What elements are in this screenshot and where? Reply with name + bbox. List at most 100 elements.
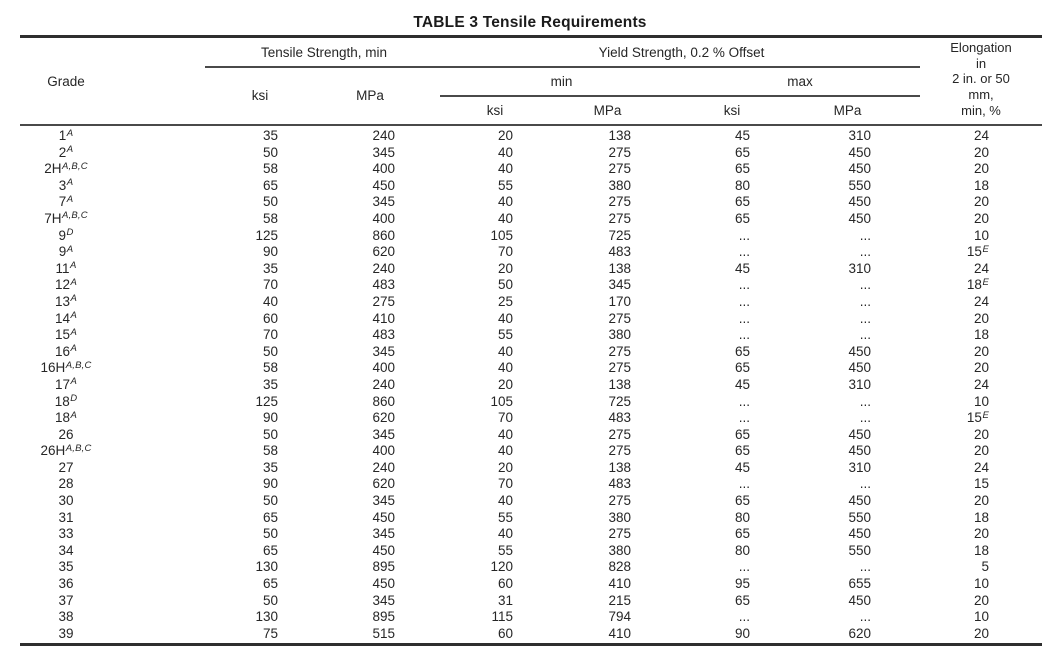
cell-yield-max-ksi: 65 bbox=[734, 592, 750, 608]
cell-yield-max-ksi: ... bbox=[738, 476, 750, 492]
cell-grade: 38 bbox=[58, 609, 74, 625]
yield-strength-group-header: Yield Strength, 0.2 % Offset bbox=[598, 45, 765, 60]
cell-elongation: 20 bbox=[973, 493, 989, 509]
cell-tensile-mpa: 450 bbox=[372, 509, 395, 525]
cell-yield-max-ksi: 45 bbox=[734, 376, 750, 392]
cell-yield-min-ksi: 20 bbox=[497, 376, 513, 392]
grade-footnote-superscript: A bbox=[70, 343, 78, 355]
cell-tensile-ksi: 60 bbox=[262, 310, 278, 326]
cell-tensile-ksi: 35 bbox=[262, 128, 278, 143]
elongation-header-line: 2 in. or 50 bbox=[952, 71, 1010, 87]
cell-tensile-mpa: 410 bbox=[372, 310, 395, 326]
cell-tensile-ksi: 65 bbox=[262, 576, 278, 592]
cell-grade: 34 bbox=[58, 542, 74, 558]
cell-grade: 33 bbox=[58, 526, 74, 542]
cell-yield-min-ksi: 40 bbox=[497, 194, 513, 210]
cell-tensile-mpa: 620 bbox=[372, 410, 395, 426]
cell-elongation: 10 bbox=[973, 576, 989, 592]
elongation-column-header: Elongation in 2 in. or 50 mm, min, % bbox=[916, 40, 1046, 119]
cell-elongation: 20 bbox=[973, 310, 989, 326]
cell-tensile-mpa: 895 bbox=[372, 559, 395, 575]
cell-yield-min-ksi: 31 bbox=[497, 592, 513, 608]
cell-yield-min-mpa: 275 bbox=[608, 526, 631, 542]
cell-tensile-ksi: 90 bbox=[262, 244, 278, 260]
top-rule bbox=[20, 35, 1042, 38]
cell-tensile-mpa: 240 bbox=[372, 128, 395, 143]
cell-yield-max-mpa: 450 bbox=[848, 443, 871, 459]
cell-tensile-mpa: 275 bbox=[372, 293, 395, 309]
cell-yield-max-mpa: ... bbox=[859, 609, 871, 625]
cell-yield-min-ksi: 40 bbox=[497, 343, 513, 359]
cell-grade: 26HA,B,C bbox=[40, 442, 92, 459]
table-title: TABLE 3 Tensile Requirements bbox=[413, 14, 647, 31]
cell-yield-max-ksi: ... bbox=[738, 293, 750, 309]
cell-elongation: 20 bbox=[973, 360, 989, 376]
cell-tensile-ksi: 50 bbox=[262, 426, 278, 442]
cell-tensile-mpa: 400 bbox=[372, 161, 395, 177]
cell-grade: 31 bbox=[58, 509, 74, 525]
cell-tensile-ksi: 130 bbox=[255, 559, 278, 575]
grade-footnote-superscript: A bbox=[70, 409, 78, 421]
table-row: 31 65 450 55 380 80 550 18 bbox=[0, 510, 1060, 527]
grade-footnote-superscript: A bbox=[69, 260, 77, 272]
cell-yield-max-ksi: 65 bbox=[734, 360, 750, 376]
cell-elongation: 18 bbox=[973, 177, 989, 193]
cell-yield-max-mpa: 450 bbox=[848, 144, 871, 160]
table-row: 16A 50 345 40 275 65 450 20 bbox=[0, 343, 1060, 361]
cell-yield-max-ksi: 45 bbox=[734, 260, 750, 276]
header-bottom-rule bbox=[20, 124, 1042, 126]
cell-tensile-ksi: 65 bbox=[262, 509, 278, 525]
cell-yield-max-mpa: 620 bbox=[848, 625, 871, 641]
cell-tensile-ksi: 70 bbox=[262, 327, 278, 343]
grade-footnote-superscript: A bbox=[70, 293, 78, 305]
cell-yield-min-ksi: 70 bbox=[497, 410, 513, 426]
grade-footnote-superscript: A bbox=[66, 127, 74, 139]
table-row: 28 90 620 70 483...... 15 bbox=[0, 476, 1060, 493]
cell-yield-max-mpa: 450 bbox=[848, 426, 871, 442]
table-row: 2HA,B,C 58 400 40 275 65 450 20 bbox=[0, 161, 1060, 178]
cell-grade: 16A bbox=[54, 343, 78, 359]
cell-yield-min-ksi: 105 bbox=[490, 227, 513, 243]
cell-yield-min-mpa: 138 bbox=[608, 128, 631, 143]
elongation-header-line: min, % bbox=[961, 102, 1001, 118]
cell-yield-max-ksi: 65 bbox=[734, 526, 750, 542]
cell-yield-max-ksi: ... bbox=[738, 244, 750, 260]
cell-yield-max-mpa: 450 bbox=[848, 343, 871, 359]
cell-yield-max-ksi: ... bbox=[738, 227, 750, 243]
table-row: 1A 35 240 20 138 45 310 24 bbox=[0, 128, 1060, 145]
cell-yield-min-ksi: 40 bbox=[497, 426, 513, 442]
cell-tensile-ksi: 50 bbox=[262, 144, 278, 160]
yield-min-ksi-unit-header: ksi bbox=[486, 103, 504, 118]
cell-yield-min-ksi: 70 bbox=[497, 476, 513, 492]
tensile-mpa-unit-header: MPa bbox=[356, 88, 384, 103]
cell-tensile-ksi: 58 bbox=[262, 161, 278, 177]
cell-tensile-mpa: 345 bbox=[372, 592, 395, 608]
table-row: 33 50 345 40 275 65 450 20 bbox=[0, 526, 1060, 543]
cell-tensile-mpa: 860 bbox=[372, 393, 395, 409]
cell-yield-max-mpa: ... bbox=[859, 559, 871, 575]
table-row: 14A 60 410 40 275...... 20 bbox=[0, 310, 1060, 328]
grade-footnote-superscript: A,B,C bbox=[61, 160, 88, 172]
table-row: 34 65 450 55 380 80 550 18 bbox=[0, 543, 1060, 560]
cell-tensile-ksi: 65 bbox=[262, 177, 278, 193]
table-row: 3A 65 450 55 380 80 550 18 bbox=[0, 177, 1060, 195]
cell-grade: 3A bbox=[58, 177, 74, 193]
cell-elongation: 15E bbox=[966, 243, 989, 260]
cell-yield-max-mpa: 450 bbox=[848, 161, 871, 177]
cell-yield-min-mpa: 275 bbox=[608, 443, 631, 459]
elongation-header-line: in bbox=[975, 55, 987, 71]
cell-yield-min-mpa: 380 bbox=[608, 542, 631, 558]
cell-tensile-mpa: 620 bbox=[372, 476, 395, 492]
cell-yield-min-mpa: 725 bbox=[608, 393, 631, 409]
cell-yield-max-ksi: 80 bbox=[734, 509, 750, 525]
cell-yield-min-ksi: 40 bbox=[497, 310, 513, 326]
table-row: 30 50 345 40 275 65 450 20 bbox=[0, 493, 1060, 510]
table-row: 15A 70 483 55 380...... 18 bbox=[0, 327, 1060, 344]
cell-tensile-mpa: 345 bbox=[372, 343, 395, 359]
cell-yield-max-mpa: ... bbox=[859, 310, 871, 326]
cell-tensile-mpa: 345 bbox=[372, 493, 395, 509]
cell-yield-min-ksi: 40 bbox=[497, 493, 513, 509]
table-row: 36 65 450 60 410 95 655 10 bbox=[0, 576, 1060, 593]
cell-elongation: 20 bbox=[973, 194, 989, 210]
cell-yield-max-mpa: 310 bbox=[848, 128, 871, 143]
